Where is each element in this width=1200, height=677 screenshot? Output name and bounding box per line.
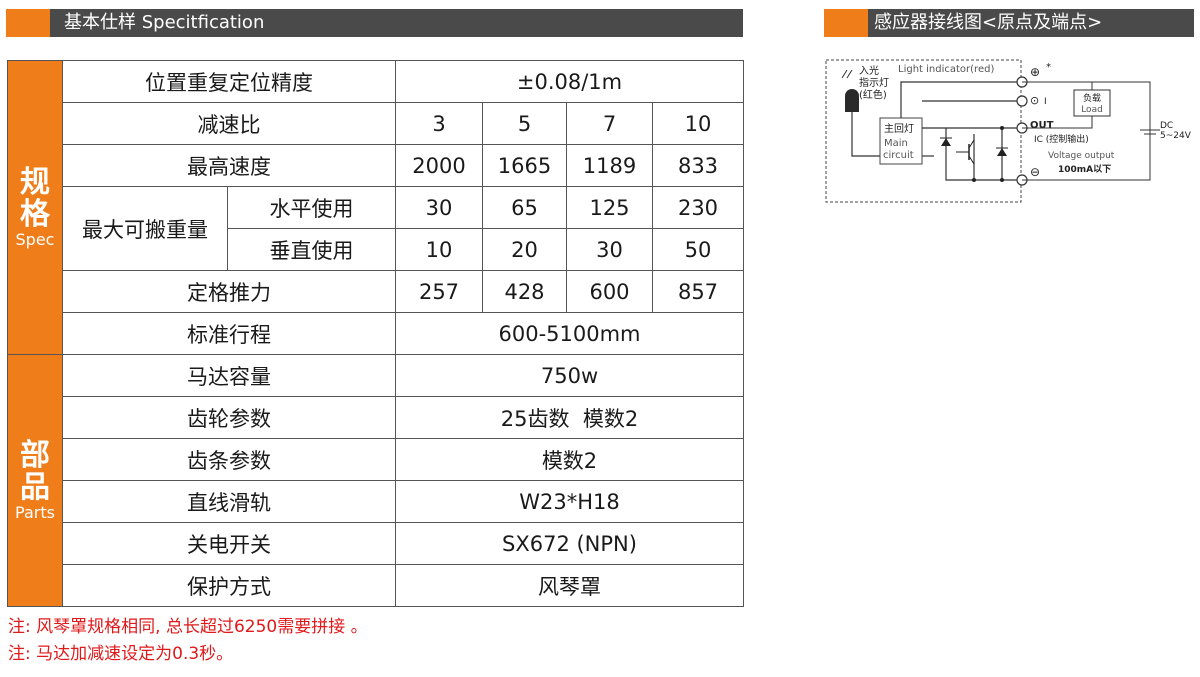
table-row: 齿条参数 模数2 [8,438,744,481]
row-label: 位置重复定位精度 [62,60,396,103]
note-line: 注: 风琴罩规格相同, 总长超过6250需要拼接 。 [8,617,368,637]
sub-row-label: 垂直使用 [227,228,396,271]
sensor-boundary [825,59,1022,203]
header-accent [824,9,868,37]
cell-value: 2000 [395,144,483,187]
led-label-3: (红色) [859,88,887,101]
cell-value: 7 [566,102,653,145]
voltage-output-label: Voltage output [1048,151,1115,161]
terminal-out: OUT [1030,120,1054,131]
row-label: 齿条参数 [62,438,396,481]
ic-output-label: IC (控制输出) [1034,133,1089,145]
led-icon [841,69,859,112]
transistor-icon [956,139,975,165]
cell-value: 30 [566,228,653,271]
table-row: 齿轮参数 25齿数 模数2 [8,396,744,439]
cell-value: 833 [652,144,744,187]
spec-group-label: 规 格 Spec [7,60,63,355]
row-value: ±0.08/1m [395,60,744,103]
row-value: 模数2 [395,438,744,481]
dc-label-1: DC [1160,121,1173,131]
spec-table: 规 格 Spec 位置重复定位精度 ±0.08/1m 减速比 3 5 7 10 … [7,60,744,607]
header-accent [6,9,50,37]
dc-label-2: 5~24V [1160,131,1192,141]
cell-value: 600 [566,270,653,313]
row-value: 750w [395,354,744,397]
row-label: 标准行程 [62,312,396,355]
table-row: 部 品 Parts 马达容量 750w [7,354,744,607]
cell-value: 857 [652,270,744,313]
terminal-2: ⊙ [1030,94,1039,107]
table-row: 直线滑轨 W23*H18 [8,480,744,523]
cell-value: 30 [395,186,483,229]
spec-section-header: 基本仕样 Specitfication [6,9,743,37]
load-label-1: 负载 [1083,92,1101,104]
cell-value: 50 [652,228,744,271]
terminal-minus: ⊖ [1030,165,1040,179]
table-row: 定格推力 257 428 600 857 [8,270,744,313]
main-circuit-label-1: 主回灯 [884,123,914,135]
cell-value: 20 [482,228,567,271]
load-label-2: Load [1081,105,1103,115]
table-row: 规 格 Spec 位置重复定位精度 ±0.08/1m [7,60,744,355]
cell-value: 10 [652,102,744,145]
cell-value: 1189 [566,144,653,187]
row-label: 减速比 [62,102,396,145]
cell-value: 1665 [482,144,567,187]
cell-value: 10 [395,228,483,271]
row-label: 齿轮参数 [62,396,396,439]
row-value: 25齿数 模数2 [395,396,744,439]
wire-junctions [972,126,1004,182]
row-value: 600-5100mm [395,312,744,355]
light-indicator-label: Light indicator(red) [898,64,994,75]
row-value: 风琴罩 [395,564,744,607]
circuit-wires [851,81,1022,181]
row-label: 定格推力 [62,270,396,313]
load-box [1073,89,1111,117]
spec-section-title: 基本仕样 Specitfication [64,12,265,33]
row-value: SX672 (NPN) [395,522,744,565]
wiring-diagram: 入光 指示灯 (红色) Light indicator(red) 主回灯 Mai… [825,59,1192,203]
cell-value: 125 [566,186,653,229]
cell-value: 257 [395,270,483,313]
row-label: 最高速度 [62,144,396,187]
wiring-section-header: 感应器接线图<原点及端点> [824,9,1194,37]
cell-value: 3 [395,102,483,145]
terminal-plus: ⊕ [1030,65,1040,79]
row-label: 马达容量 [62,354,396,397]
main-circuit-label-3: circuit [883,150,914,161]
table-row: 最高速度 2000 1665 1189 833 [8,144,744,187]
diode-icon [996,147,1008,156]
row-value: W23*H18 [395,480,744,523]
row-label: 关电开关 [62,522,396,565]
terminal-star: * [1046,62,1051,73]
led-label-1: 入光 [859,64,879,77]
cell-value: 5 [482,102,567,145]
zener-icon [940,137,952,146]
table-row: 关电开关 SX672 (NPN) [8,522,744,565]
table-row: 最大可搬重量 水平使用 30 65 125 230 [8,186,744,271]
row-label: 保护方式 [62,564,396,607]
notes: 注: 风琴罩规格相同, 总长超过6250需要拼接 。 注: 马达加减速设定为0.… [8,614,368,668]
parts-group-label: 部 品 Parts [7,354,63,607]
table-row: 减速比 3 5 7 10 [8,102,744,145]
terminal-2-suffix: I [1044,97,1047,107]
table-row: 标准行程 600-5100mm [8,312,744,355]
cell-value: 230 [652,186,744,229]
row-label: 直线滑轨 [62,480,396,523]
wiring-section-title: 感应器接线图<原点及端点> [874,12,1103,33]
note-line: 注: 马达加减速设定为0.3秒。 [8,644,234,664]
sub-row-label: 水平使用 [227,186,396,229]
cell-value: 65 [482,186,567,229]
external-wires [1022,81,1160,181]
terminals [1016,76,1028,186]
current-label: 100mA以下 [1058,164,1111,175]
led-label-2: 指示灯 [859,76,889,89]
row-label: 最大可搬重量 [62,186,228,271]
main-circuit-box [879,117,923,165]
cell-value: 428 [482,270,567,313]
table-row: 保护方式 风琴罩 [8,564,744,607]
main-circuit-label-2: Main [884,138,908,149]
